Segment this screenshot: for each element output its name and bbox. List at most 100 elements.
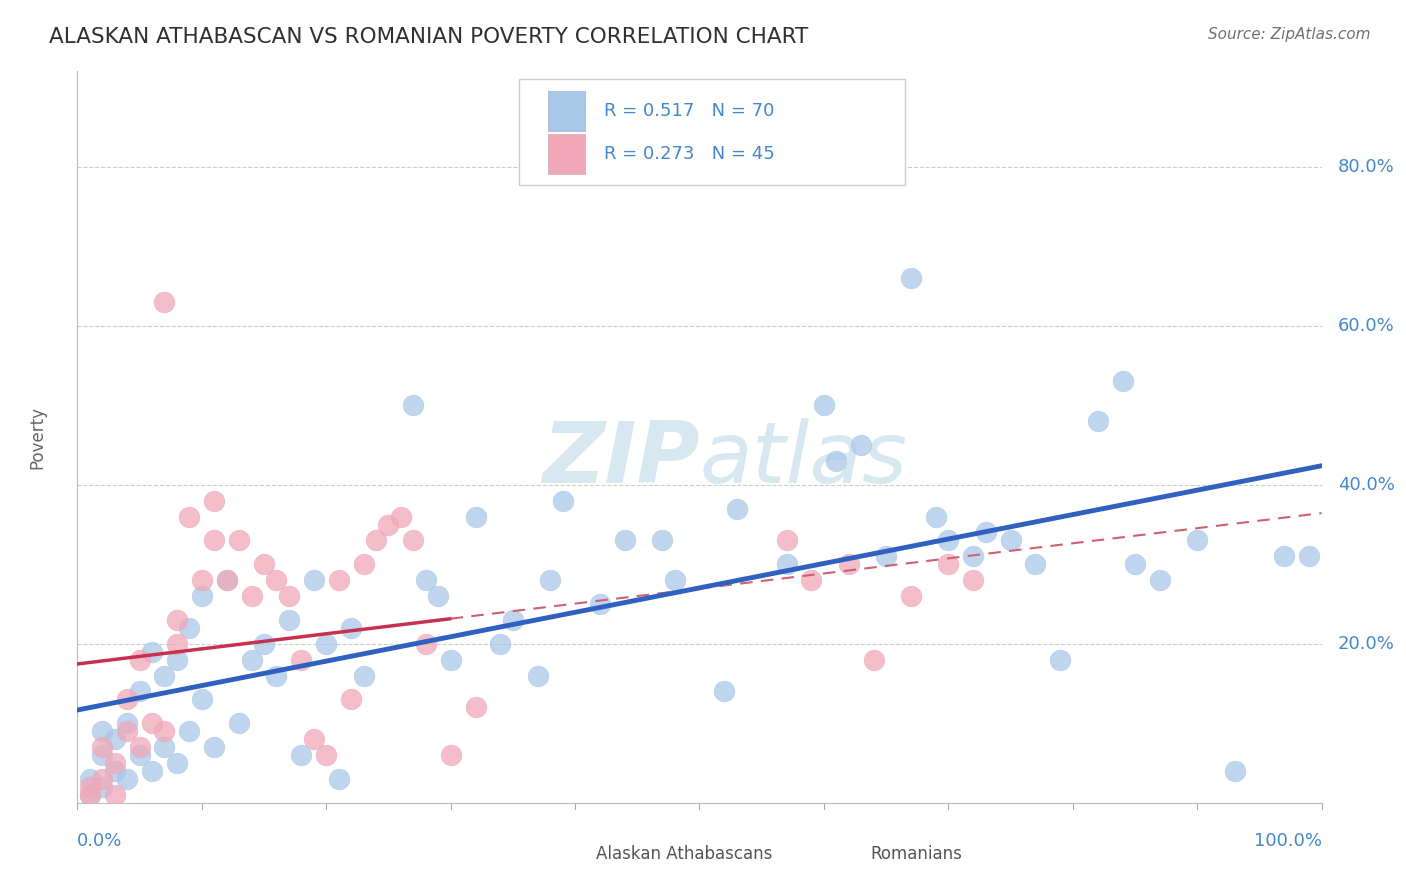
Point	[153, 294, 176, 309]
Point	[875, 549, 897, 564]
Point	[79, 772, 101, 786]
Text: atlas: atlas	[700, 417, 907, 500]
FancyBboxPatch shape	[548, 134, 585, 174]
Point	[364, 533, 387, 548]
Point	[813, 398, 835, 412]
Point	[266, 573, 288, 587]
Point	[851, 438, 873, 452]
Point	[302, 732, 325, 747]
Point	[526, 668, 548, 682]
Point	[104, 756, 127, 770]
Point	[340, 621, 363, 635]
Point	[800, 573, 823, 587]
Point	[79, 780, 101, 794]
FancyBboxPatch shape	[824, 843, 855, 865]
Point	[91, 748, 114, 763]
Point	[115, 716, 138, 731]
Point	[202, 740, 225, 755]
Point	[900, 271, 922, 285]
Point	[925, 509, 948, 524]
Point	[613, 533, 636, 548]
Point	[315, 637, 337, 651]
Point	[191, 692, 214, 706]
Point	[79, 788, 101, 802]
Point	[353, 668, 375, 682]
Point	[253, 637, 276, 651]
Text: Romanians: Romanians	[870, 845, 962, 863]
Point	[962, 573, 984, 587]
Point	[104, 732, 127, 747]
Text: 0.0%: 0.0%	[77, 832, 122, 850]
Point	[153, 724, 176, 739]
Point	[277, 589, 299, 603]
Point	[115, 724, 138, 739]
Point	[1024, 558, 1046, 572]
Point	[775, 533, 797, 548]
Point	[104, 764, 127, 778]
Point	[402, 398, 425, 412]
Point	[389, 509, 412, 524]
Text: 20.0%: 20.0%	[1339, 635, 1395, 653]
Point	[328, 573, 350, 587]
Point	[104, 788, 127, 802]
Point	[91, 724, 114, 739]
Point	[290, 748, 312, 763]
Point	[215, 573, 238, 587]
Point	[202, 493, 225, 508]
Point	[962, 549, 984, 564]
Point	[91, 740, 114, 755]
Text: Source: ZipAtlas.com: Source: ZipAtlas.com	[1208, 27, 1371, 42]
Point	[141, 645, 163, 659]
Point	[179, 724, 201, 739]
Point	[340, 692, 363, 706]
Point	[974, 525, 997, 540]
Point	[128, 653, 150, 667]
Point	[825, 454, 848, 468]
Point	[191, 573, 214, 587]
Text: 60.0%: 60.0%	[1339, 317, 1395, 334]
Point	[427, 589, 450, 603]
Point	[1111, 375, 1133, 389]
Point	[664, 573, 686, 587]
Point	[589, 597, 612, 611]
Point	[900, 589, 922, 603]
Point	[377, 517, 399, 532]
Point	[725, 501, 748, 516]
Point	[402, 533, 425, 548]
Point	[1272, 549, 1295, 564]
Point	[1000, 533, 1022, 548]
Text: 80.0%: 80.0%	[1339, 158, 1395, 176]
Point	[115, 692, 138, 706]
Text: ZIP: ZIP	[541, 417, 700, 500]
Point	[936, 558, 959, 572]
Point	[464, 509, 486, 524]
Point	[202, 533, 225, 548]
Point	[141, 716, 163, 731]
Point	[266, 668, 288, 682]
Point	[141, 764, 163, 778]
Point	[228, 716, 250, 731]
Text: 40.0%: 40.0%	[1339, 475, 1395, 494]
FancyBboxPatch shape	[519, 78, 905, 185]
Point	[775, 558, 797, 572]
Point	[91, 772, 114, 786]
Point	[489, 637, 512, 651]
Point	[302, 573, 325, 587]
Point	[79, 788, 101, 802]
Point	[502, 613, 524, 627]
Point	[1149, 573, 1171, 587]
Point	[1123, 558, 1146, 572]
Point	[240, 653, 263, 667]
Point	[862, 653, 884, 667]
Point	[838, 558, 860, 572]
Point	[128, 740, 150, 755]
Point	[1223, 764, 1246, 778]
Point	[538, 573, 561, 587]
Point	[215, 573, 238, 587]
Point	[439, 653, 461, 667]
Point	[91, 780, 114, 794]
Point	[128, 684, 150, 698]
Point	[1298, 549, 1320, 564]
Point	[128, 748, 150, 763]
Point	[290, 653, 312, 667]
